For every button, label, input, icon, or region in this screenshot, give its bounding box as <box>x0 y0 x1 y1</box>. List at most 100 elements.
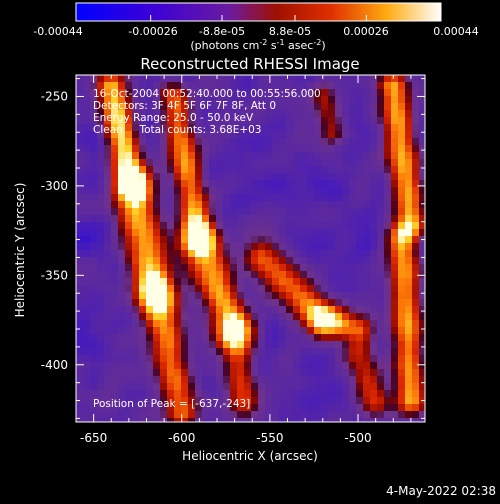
heatmap-cell <box>258 201 266 209</box>
heatmap-cell <box>244 124 252 132</box>
heatmap-cell <box>342 159 350 167</box>
heatmap-cell <box>195 236 203 244</box>
heatmap-cell <box>174 180 182 188</box>
heatmap-cell <box>314 376 322 384</box>
heatmap-cell <box>349 404 357 412</box>
heatmap-cell <box>195 404 203 412</box>
heatmap-cell <box>181 243 189 251</box>
heatmap-cell <box>342 418 350 422</box>
heatmap-cell <box>97 131 105 139</box>
heatmap-cell <box>223 89 231 97</box>
heatmap-cell <box>370 82 378 90</box>
heatmap-cell <box>237 194 245 202</box>
heatmap-cell <box>174 82 182 90</box>
heatmap-cell <box>146 103 154 111</box>
heatmap-cell <box>398 362 406 370</box>
heatmap-cell <box>174 208 182 216</box>
heatmap-cell <box>111 138 119 146</box>
heatmap-cell <box>321 131 329 139</box>
heatmap-cell <box>314 369 322 377</box>
heatmap-cell <box>258 362 266 370</box>
heatmap-cell <box>286 341 294 349</box>
heatmap-cell <box>244 222 252 230</box>
heatmap-cell <box>104 250 112 258</box>
heatmap-cell <box>125 362 133 370</box>
heatmap-cell <box>370 124 378 132</box>
heatmap-cell <box>377 166 385 174</box>
heatmap-cell <box>279 173 287 181</box>
heatmap-cell <box>349 306 357 314</box>
heatmap-cell <box>90 285 98 293</box>
heatmap-cell <box>412 390 420 398</box>
annotation-detectors: Detectors: 3F 4F 5F 6F 7F 8F, Att 0 <box>93 100 276 112</box>
heatmap-cell <box>342 334 350 342</box>
heatmap-cell <box>251 327 259 335</box>
heatmap-cell <box>293 341 301 349</box>
heatmap-cell <box>167 383 175 391</box>
heatmap-cell <box>146 397 154 405</box>
heatmap-cell <box>181 348 189 356</box>
heatmap-cell <box>111 117 119 125</box>
heatmap-cell <box>335 271 343 279</box>
heatmap-cell <box>153 152 161 160</box>
heatmap-cell <box>132 82 140 90</box>
heatmap-cell <box>335 418 343 422</box>
heatmap-cell <box>174 341 182 349</box>
heatmap-cell <box>90 299 98 307</box>
heatmap-cell <box>104 285 112 293</box>
heatmap-cell <box>384 138 392 146</box>
heatmap-cell <box>398 341 406 349</box>
heatmap-cell <box>405 397 413 405</box>
heatmap-cell <box>216 418 224 422</box>
heatmap-cell <box>160 362 168 370</box>
heatmap-cell <box>377 159 385 167</box>
heatmap-cell <box>391 313 399 321</box>
heatmap-cell <box>237 89 245 97</box>
heatmap-cell <box>335 89 343 97</box>
heatmap-cell <box>90 152 98 160</box>
heatmap-cell <box>349 96 357 104</box>
heatmap-cell <box>167 180 175 188</box>
heatmap-cell <box>314 390 322 398</box>
heatmap-cell <box>419 208 425 216</box>
heatmap-cell <box>188 362 196 370</box>
heatmap-cell <box>300 362 308 370</box>
heatmap-cell <box>181 278 189 286</box>
heatmap-cell <box>167 355 175 363</box>
heatmap-cell <box>272 180 280 188</box>
heatmap-cell <box>160 271 168 279</box>
heatmap-cell <box>265 376 273 384</box>
heatmap-cell <box>195 166 203 174</box>
heatmap-cell <box>97 313 105 321</box>
heatmap-cell <box>216 250 224 258</box>
heatmap-cell <box>104 341 112 349</box>
heatmap-cell <box>174 250 182 258</box>
heatmap-cell <box>314 110 322 118</box>
heatmap-cell <box>209 418 217 422</box>
heatmap-cell <box>272 75 280 83</box>
heatmap-cell <box>118 278 126 286</box>
heatmap-cell <box>279 320 287 328</box>
heatmap-cell <box>314 250 322 258</box>
heatmap-cell <box>335 222 343 230</box>
heatmap-cell <box>384 327 392 335</box>
heatmap-cell <box>118 376 126 384</box>
heatmap-cell <box>125 348 133 356</box>
heatmap-cell <box>335 229 343 237</box>
heatmap-cell <box>167 194 175 202</box>
heatmap-cell <box>244 362 252 370</box>
heatmap-cell <box>300 411 308 419</box>
heatmap-cell <box>363 236 371 244</box>
heatmap-cell <box>349 362 357 370</box>
heatmap-cell <box>216 285 224 293</box>
heatmap-cell <box>97 334 105 342</box>
heatmap-cell <box>83 222 91 230</box>
heatmap-cell <box>314 96 322 104</box>
heatmap-cell <box>132 418 140 422</box>
heatmap-cell <box>321 222 329 230</box>
heatmap-cell <box>118 145 126 153</box>
heatmap-cell <box>202 208 210 216</box>
heatmap-cell <box>363 355 371 363</box>
heatmap-cell <box>391 152 399 160</box>
heatmap-cell <box>181 89 189 97</box>
